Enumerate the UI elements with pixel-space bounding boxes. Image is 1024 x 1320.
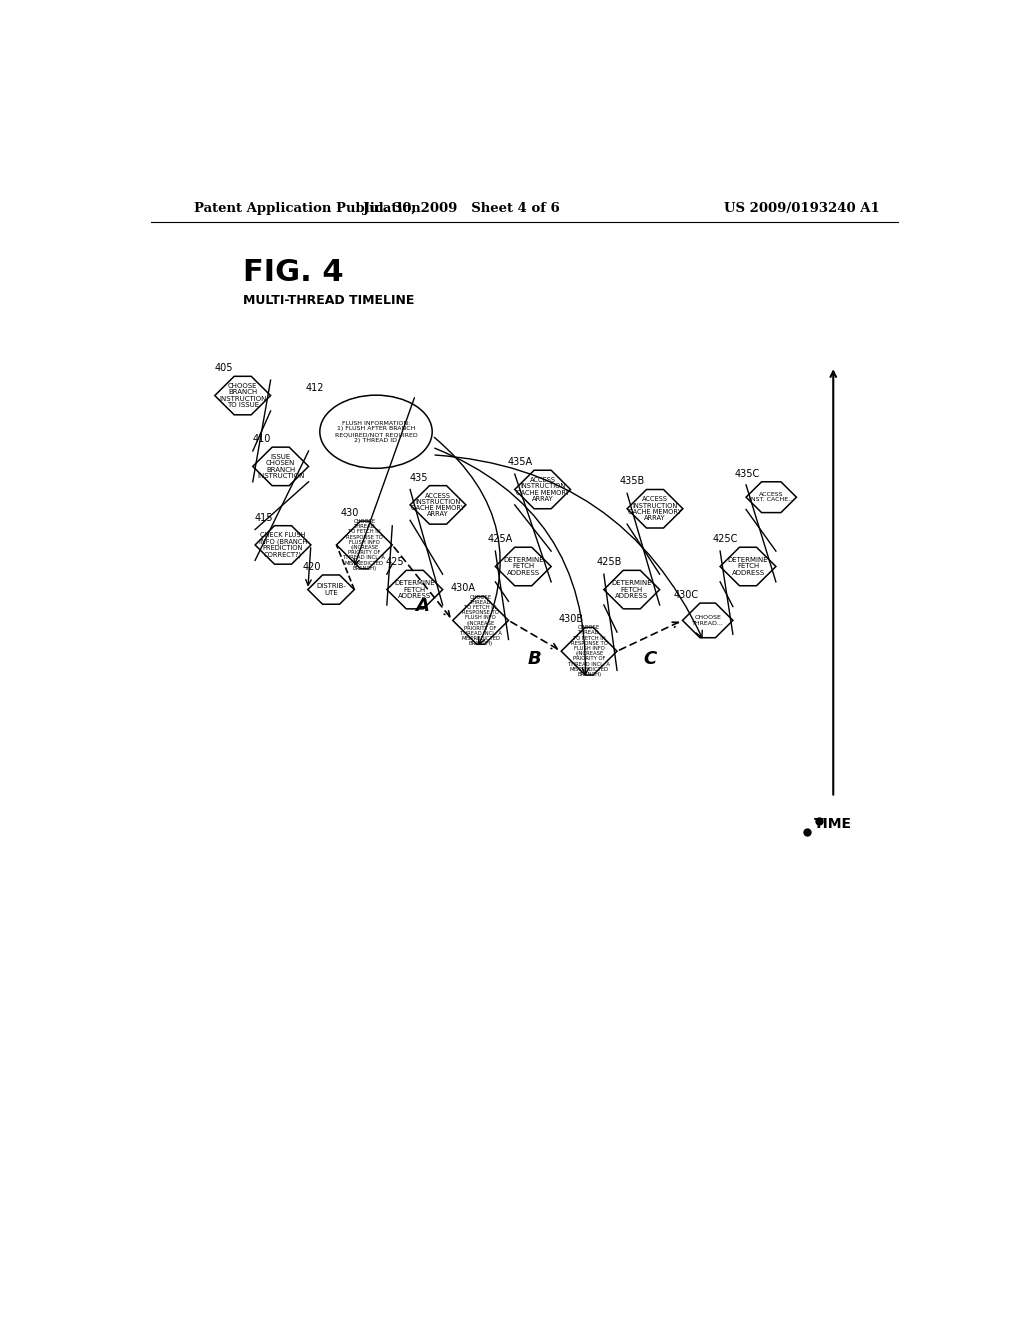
Text: ACCESS
INST. CACHE...: ACCESS INST. CACHE... — [749, 492, 794, 503]
Text: US 2009/0193240 A1: US 2009/0193240 A1 — [724, 202, 880, 215]
Text: 435: 435 — [410, 473, 428, 483]
Text: ACCESS
INSTRUCTION
CACHE MEMORY
ARRAY: ACCESS INSTRUCTION CACHE MEMORY ARRAY — [628, 496, 682, 521]
Text: ACCESS
INSTRUCTION
CACHE MEMORY
ARRAY: ACCESS INSTRUCTION CACHE MEMORY ARRAY — [516, 477, 569, 502]
Text: 435B: 435B — [620, 477, 645, 487]
Text: 425A: 425A — [487, 535, 513, 544]
Text: 412: 412 — [305, 383, 324, 393]
Text: 405: 405 — [214, 363, 232, 374]
Text: 435A: 435A — [508, 457, 532, 467]
Text: 430C: 430C — [673, 590, 698, 601]
Text: DETERMINE
FETCH
ADDRESS: DETERMINE FETCH ADDRESS — [503, 557, 544, 576]
Text: B: B — [528, 649, 542, 668]
Text: 415: 415 — [254, 512, 273, 523]
Text: A: A — [416, 597, 429, 615]
Text: CHOOSE
THREAD...: CHOOSE THREAD... — [692, 615, 724, 626]
Text: TIME: TIME — [814, 817, 852, 830]
Text: ISSUE
CHOSEN
BRANCH
INSTRUCTION: ISSUE CHOSEN BRANCH INSTRUCTION — [257, 454, 304, 479]
Text: 430A: 430A — [451, 583, 475, 594]
Text: DETERMINE
FETCH
ADDRESS: DETERMINE FETCH ADDRESS — [728, 557, 768, 576]
Text: CHOOSE
THREAD
TO FETCH IN
RESPONSE TO
FLUSH INFO
(INCREASE
PRIORITY OF
THREAD IN: CHOOSE THREAD TO FETCH IN RESPONSE TO FL… — [460, 594, 502, 647]
Text: 410: 410 — [252, 434, 270, 444]
Text: 430B: 430B — [558, 614, 584, 624]
Text: FIG. 4: FIG. 4 — [243, 257, 343, 286]
Text: Jul. 30, 2009   Sheet 4 of 6: Jul. 30, 2009 Sheet 4 of 6 — [362, 202, 560, 215]
Text: 425C: 425C — [713, 535, 738, 544]
Text: CHOOSE
BRANCH
INSTRUCTION
TO ISSUE: CHOOSE BRANCH INSTRUCTION TO ISSUE — [219, 383, 266, 408]
Text: ACCESS
INSTRUCTION
CACHE MEMORY
ARRAY: ACCESS INSTRUCTION CACHE MEMORY ARRAY — [411, 492, 465, 517]
Text: C: C — [643, 649, 656, 668]
Text: MULTI-THREAD TIMELINE: MULTI-THREAD TIMELINE — [243, 294, 414, 308]
Text: 430: 430 — [341, 508, 359, 517]
Text: 435C: 435C — [735, 469, 760, 479]
Text: Patent Application Publication: Patent Application Publication — [194, 202, 421, 215]
Text: 420: 420 — [302, 562, 321, 572]
Text: CHOOSE
THREAD
TO FETCH IN
RESPONSE TO
FLUSH INFO
(INCREASE
PRIORITY OF
THREAD IN: CHOOSE THREAD TO FETCH IN RESPONSE TO FL… — [343, 519, 385, 570]
FancyArrowPatch shape — [435, 449, 589, 675]
Text: DETERMINE
FETCH
ADDRESS: DETERMINE FETCH ADDRESS — [611, 581, 652, 599]
Text: DETERMINE
FETCH
ADDRESS: DETERMINE FETCH ADDRESS — [394, 581, 435, 599]
Text: FLUSH INFORMATION:
1) FLUSH AFTER BRANCH
REQUIRED/NOT REQUIRED
2) THREAD ID: FLUSH INFORMATION: 1) FLUSH AFTER BRANCH… — [335, 421, 418, 444]
Text: DISTRIB-
UTE: DISTRIB- UTE — [316, 583, 346, 595]
Text: CHECK FLUSH
INFO (BRANCH
PREDICTION
CORRECT?): CHECK FLUSH INFO (BRANCH PREDICTION CORR… — [259, 532, 307, 558]
FancyArrowPatch shape — [434, 437, 500, 644]
FancyArrowPatch shape — [435, 455, 702, 638]
Text: 425B: 425B — [596, 557, 622, 568]
Text: CHOOSE
THREAD
TO FETCH IN
RESPONSE TO
FLUSH INFO
(INCREASE
PRIORITY OF
THREAD IN: CHOOSE THREAD TO FETCH IN RESPONSE TO FL… — [568, 626, 610, 677]
Text: 425: 425 — [386, 557, 404, 568]
